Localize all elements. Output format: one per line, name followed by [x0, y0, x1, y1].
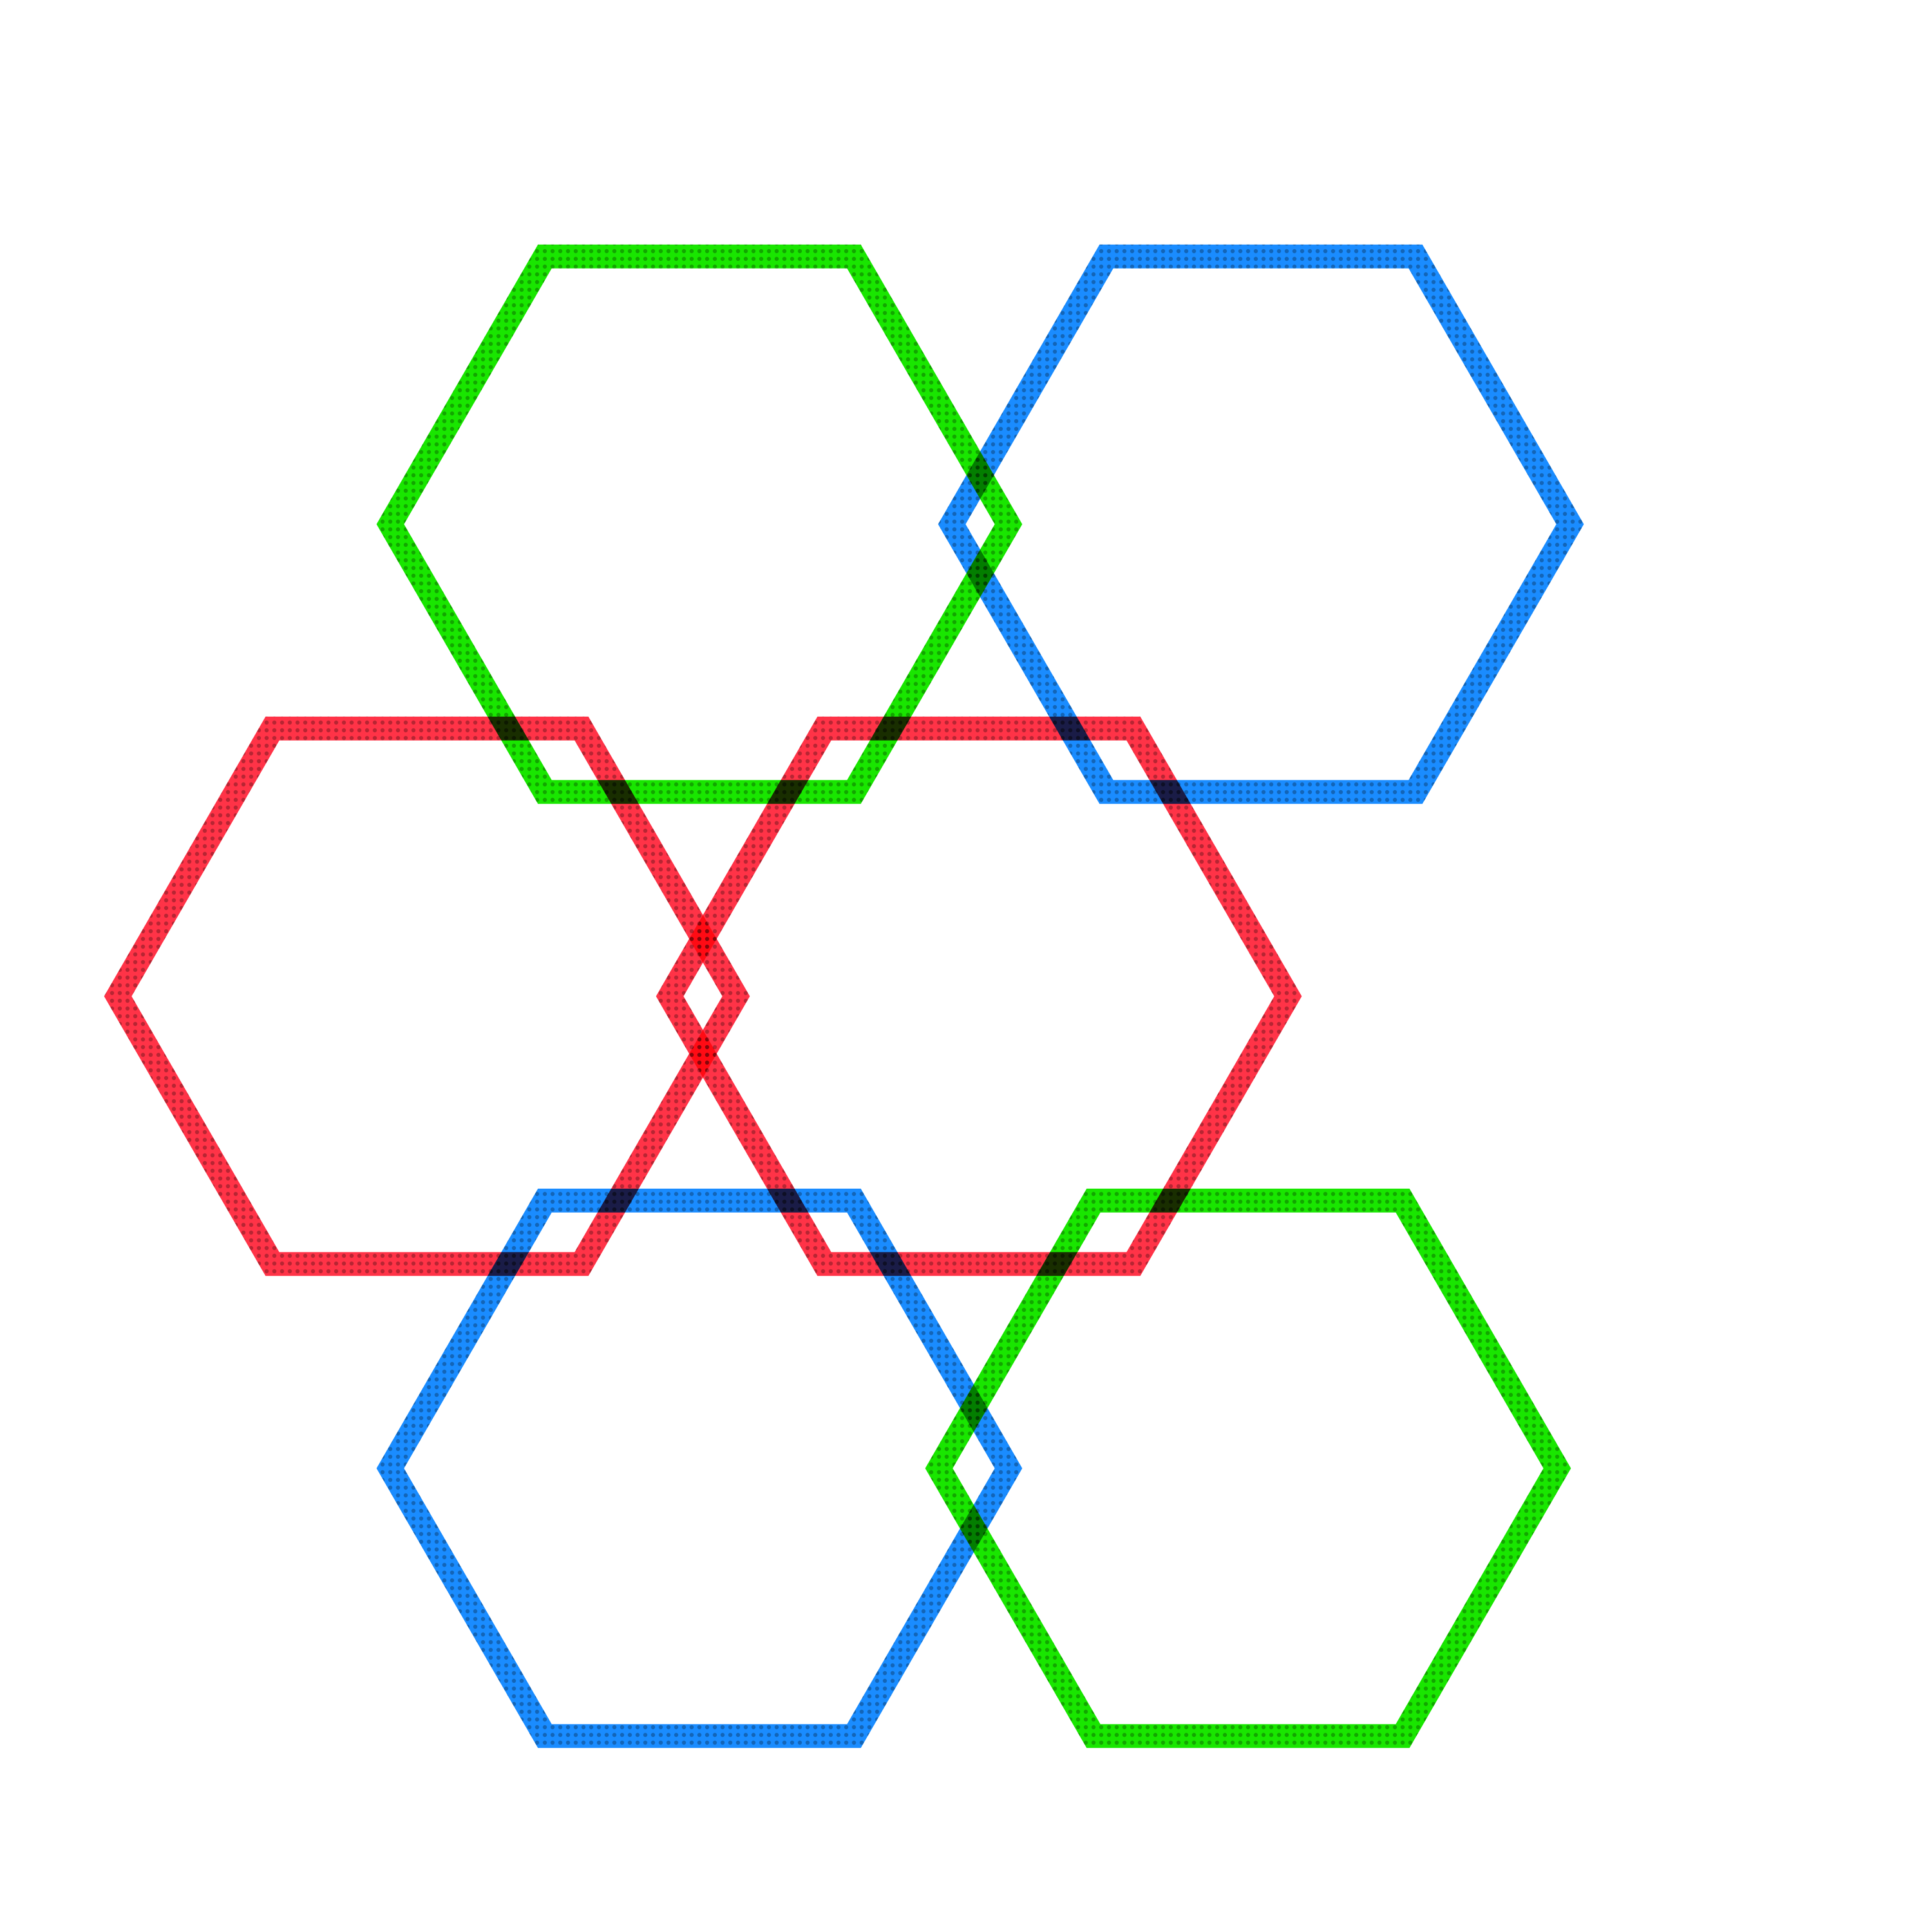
- hexagon-green-bottom-right-outline: [925, 1188, 1571, 1748]
- hexagon-green-top-left-outline: [376, 244, 1023, 804]
- hexagon-blue-top-right-outline: [938, 244, 1584, 804]
- shapes-layer: [104, 244, 1584, 1748]
- hexagon-green-top-left-halftone: [376, 244, 1023, 804]
- hexagon-red-middle-center-halftone: [656, 716, 1302, 1276]
- hexagon-blue-bottom-left-outline: [376, 1188, 1023, 1748]
- hexagon-red-middle-left-halftone: [104, 716, 750, 1276]
- hexagon-red-middle-center-outline: [656, 716, 1302, 1276]
- hexagon-blue-bottom-left: [376, 1188, 1023, 1748]
- hexagon-green-bottom-right: [925, 1188, 1571, 1748]
- hexagon-blue-top-right: [938, 244, 1584, 804]
- hexagon-red-middle-center: [656, 716, 1302, 1276]
- hexagon-red-middle-left: [104, 716, 750, 1276]
- hexagon-red-middle-left-outline: [104, 716, 750, 1276]
- hexagon-green-top-left: [376, 244, 1023, 804]
- hexagon-blue-bottom-left-halftone: [376, 1188, 1023, 1748]
- hexagon-blue-top-right-halftone: [938, 244, 1584, 804]
- hexagon-green-bottom-right-halftone: [925, 1188, 1571, 1748]
